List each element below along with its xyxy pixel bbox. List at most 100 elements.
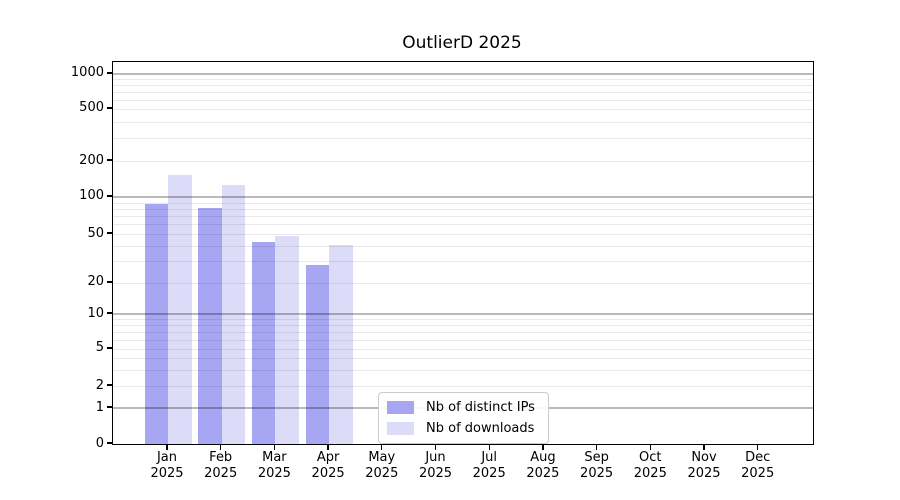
minor-gridline <box>113 108 813 110</box>
x-axis-tick-label: Jan 2025 <box>135 450 199 482</box>
x-axis-tick <box>381 444 383 450</box>
x-axis-tick <box>703 444 705 450</box>
y-axis-tick <box>107 195 112 197</box>
legend-swatch-distinct-ips-icon <box>387 401 414 414</box>
x-tick-year: 2025 <box>257 466 291 481</box>
y-axis-tick <box>107 406 112 408</box>
minor-gridline <box>113 79 813 81</box>
x-tick-month: Mar <box>262 450 287 465</box>
bar-downloads-apr <box>329 244 353 444</box>
y-axis-tick <box>107 72 112 74</box>
minor-gridline <box>113 245 813 247</box>
minor-gridline <box>113 348 813 350</box>
y-axis-tick-label: 5 <box>95 340 104 356</box>
minor-gridline <box>113 92 813 93</box>
minor-gridline <box>113 85 813 87</box>
x-axis-tick <box>488 444 490 450</box>
x-tick-month: Apr <box>316 450 340 465</box>
legend-item-distinct-ips: Nb of distinct IPs <box>387 400 535 415</box>
bar-downloads-mar <box>275 236 299 444</box>
y-axis-tick-label: 10 <box>87 305 104 321</box>
legend-swatch-downloads-icon <box>387 422 414 435</box>
x-axis-tick-label: Jul 2025 <box>457 450 521 482</box>
minor-gridline <box>113 137 813 139</box>
x-axis-tick-label: May 2025 <box>350 450 414 482</box>
x-axis-tick <box>434 444 437 450</box>
y-axis-tick <box>107 312 112 314</box>
y-axis-tick-label: 0 <box>95 435 104 451</box>
legend-item-downloads: Nb of downloads <box>387 421 535 436</box>
legend-label-downloads: Nb of downloads <box>426 421 535 436</box>
x-axis-tick-label: Nov 2025 <box>672 450 736 482</box>
x-tick-month: Dec <box>745 450 771 465</box>
x-tick-year: 2025 <box>311 466 345 481</box>
x-axis-tick-label: Feb 2025 <box>189 450 253 482</box>
x-axis-tick <box>327 444 329 450</box>
minor-gridline <box>113 224 813 226</box>
x-tick-year: 2025 <box>687 466 721 481</box>
y-axis-tick-label: 1000 <box>70 65 104 81</box>
major-gridline <box>113 73 813 75</box>
bar-distinct-ips-mar <box>251 242 276 444</box>
major-gridline <box>113 196 813 198</box>
x-axis-tick-label: Oct 2025 <box>618 450 682 482</box>
x-tick-month: Sep <box>584 450 609 465</box>
major-gridline <box>113 313 813 315</box>
y-axis-tick-label: 20 <box>87 274 104 290</box>
y-axis-tick <box>107 281 112 283</box>
x-tick-year: 2025 <box>418 466 453 481</box>
x-tick-month: Oct <box>639 450 662 465</box>
x-axis-tick <box>542 444 544 450</box>
x-tick-month: Jun <box>425 450 446 465</box>
y-axis-tick <box>107 107 112 109</box>
y-axis-tick <box>107 159 112 161</box>
x-axis-tick-label: Sep 2025 <box>565 450 629 482</box>
x-axis-tick-label: Aug 2025 <box>511 450 575 482</box>
x-tick-year: 2025 <box>580 466 614 481</box>
minor-gridline <box>113 161 813 162</box>
y-axis-tick-label: 500 <box>79 100 104 116</box>
y-axis-tick <box>107 232 112 234</box>
bar-distinct-ips-apr <box>305 265 330 444</box>
x-tick-month: Feb <box>209 450 233 465</box>
bar-distinct-ips-feb <box>198 208 222 444</box>
x-axis-tick-label: Jun 2025 <box>404 450 468 482</box>
minor-gridline <box>113 216 813 218</box>
bar-downloads-feb <box>221 185 246 444</box>
x-axis-tick-label: Dec 2025 <box>726 450 790 482</box>
bar-downloads-jan <box>168 175 192 444</box>
x-tick-year: 2025 <box>633 466 667 481</box>
bar-distinct-ips-jan <box>144 203 168 444</box>
y-axis-tick-label: 50 <box>87 225 104 241</box>
x-axis-tick <box>649 444 651 450</box>
minor-gridline <box>113 282 813 284</box>
legend: Nb of distinct IPs Nb of downloads <box>378 392 549 444</box>
y-axis-tick <box>107 442 112 444</box>
x-axis-tick-label: Apr 2025 <box>296 450 360 482</box>
minor-gridline <box>113 319 813 321</box>
x-tick-month: Aug <box>530 450 556 465</box>
x-axis-tick <box>220 444 222 450</box>
y-axis-tick <box>107 384 112 386</box>
x-axis-tick <box>166 444 168 450</box>
x-tick-year: 2025 <box>526 466 560 481</box>
x-axis-tick <box>273 444 276 450</box>
minor-gridline <box>113 121 813 123</box>
x-axis-tick <box>757 444 759 450</box>
x-axis-tick <box>595 444 598 450</box>
x-axis-tick-label: Mar 2025 <box>242 450 306 482</box>
minor-gridline <box>113 325 813 327</box>
minor-gridline <box>113 386 813 387</box>
x-tick-year: 2025 <box>365 466 399 481</box>
legend-label-distinct-ips: Nb of distinct IPs <box>426 400 535 415</box>
y-axis-tick <box>107 347 112 349</box>
y-axis-tick-label: 1 <box>95 399 104 415</box>
minor-gridline <box>113 99 813 101</box>
plot-area <box>112 61 814 445</box>
x-tick-month: Jul <box>481 450 498 465</box>
y-axis-tick-label: 100 <box>79 188 104 204</box>
y-axis-tick-label: 2 <box>95 377 104 393</box>
chart-title: OutlierD 2025 <box>402 33 522 53</box>
y-axis-tick-label: 200 <box>79 152 104 168</box>
